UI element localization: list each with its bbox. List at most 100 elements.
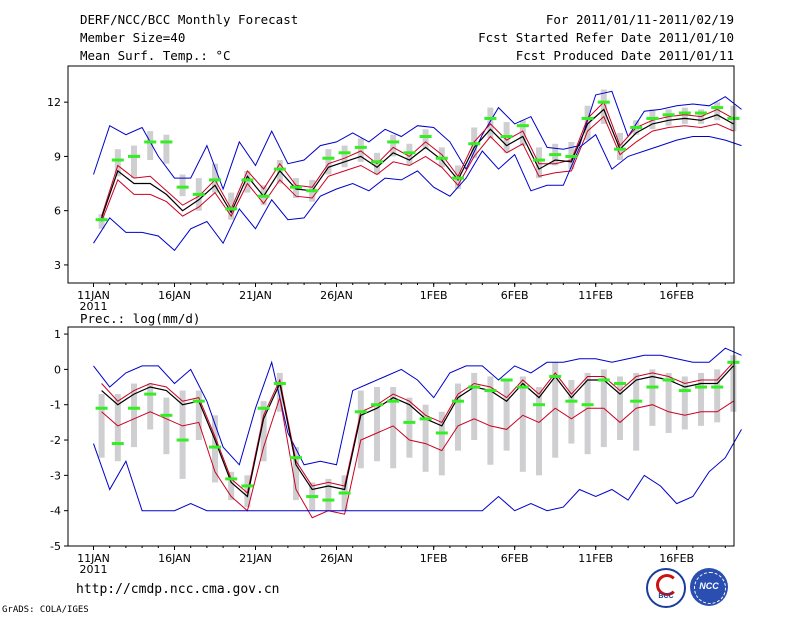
temp-spread-box <box>228 192 235 220</box>
header-variable-temp: Mean Surf. Temp.: °C <box>80 48 231 63</box>
temp-ytick-label: 6 <box>54 205 61 218</box>
prec-spread-box <box>584 372 591 455</box>
header-period: For 2011/01/11-2011/02/19 <box>545 12 734 27</box>
temp-spread-box <box>163 134 170 164</box>
prec-xtick-label: 16FEB <box>659 552 694 565</box>
temp-xtick-label: 16FEB <box>659 289 694 302</box>
temp-series-max <box>93 90 742 191</box>
prec-spread-box <box>471 372 478 441</box>
prec-spread-box <box>131 383 137 448</box>
prec-xtick-label: 6FEB <box>501 552 529 565</box>
prec-xtick-label: 1FEB <box>420 552 448 565</box>
prec-spread-box <box>293 447 299 501</box>
temp-spread-box <box>212 163 218 193</box>
prec-spread-box <box>163 397 170 455</box>
temp-spread-box <box>357 138 364 162</box>
prec-spread-box <box>195 390 202 441</box>
temp-spread-box <box>406 143 413 166</box>
temp-spread-box <box>341 145 348 168</box>
prec-xtick-label: 11FEB <box>578 552 613 565</box>
prec-ytick-label: -2 <box>50 434 61 447</box>
header-title: DERF/NCC/BCC Monthly Forecast <box>80 12 299 27</box>
prec-spread-box <box>714 369 721 423</box>
ncc-logo: NCC <box>690 568 728 606</box>
header-member-size: Member Size=40 <box>80 30 186 45</box>
prec-series-max <box>93 347 742 466</box>
prec-spread-box <box>147 383 154 430</box>
prec-ytick-label: -1 <box>50 399 61 412</box>
temp-spread-box <box>390 134 397 157</box>
temp-xtick-label: 26JAN <box>320 289 353 302</box>
temp-spread-box <box>584 105 591 141</box>
prec-xtick-label: 11JAN <box>77 552 110 565</box>
prec-spread-box <box>406 397 413 458</box>
prec-spread-box <box>698 372 704 426</box>
temp-xtick-label: 1FEB <box>420 289 448 302</box>
prec-spread-box <box>179 390 186 479</box>
prec-ytick-label: -3 <box>50 469 61 482</box>
prec-spread-box <box>228 471 235 501</box>
prec-panel: -5 -4 -3 -2 -1 0 1 11JAN 16JAN 21JAN 26JAN 1FEB 6FEB… <box>50 326 742 576</box>
prec-xtick-year: 2011 <box>80 563 108 576</box>
temp-series-min <box>93 133 742 252</box>
temp-spread-box <box>617 132 623 161</box>
prec-spread-box <box>730 355 737 412</box>
prec-spread-box <box>617 376 623 441</box>
temp-spread-box <box>422 129 429 150</box>
header-produced-date: Fcst Produced Date 2011/01/11 <box>515 48 734 63</box>
temp-spread-box <box>325 149 332 175</box>
prec-spread-box <box>390 387 397 469</box>
bcc-logo-swirl <box>656 574 678 596</box>
prec-series-upper <box>101 361 734 494</box>
prec-spread-box <box>374 387 380 462</box>
prec-xtick-label: 16JAN <box>158 552 191 565</box>
prec-xtick-label: 21JAN <box>239 552 272 565</box>
header-start-date: Fcst Started Refer Date 2011/01/10 <box>478 30 734 45</box>
temp-spread-box <box>714 102 721 121</box>
temp-spread-box <box>519 120 526 146</box>
prec-ytick-label: 1 <box>54 328 61 341</box>
temp-spread-box <box>98 214 105 229</box>
ncc-logo-ring <box>694 572 726 604</box>
prec-ytick-label: 0 <box>54 363 61 376</box>
temp-xtick-year: 2011 <box>80 300 108 313</box>
temp-spread-box <box>665 109 672 126</box>
prec-ytick-label: -4 <box>50 505 61 518</box>
prec-spread-box <box>633 372 640 451</box>
temp-xtick-label: 6FEB <box>501 289 529 302</box>
temp-ytick-label: 3 <box>54 259 61 272</box>
footer-url[interactable]: http://cmdp.ncc.cma.gov.cn <box>76 582 280 597</box>
prec-spread-box <box>357 390 364 469</box>
prec-spread-box <box>98 394 105 458</box>
prec-spread-box <box>681 376 688 430</box>
ncc-logo-text: NCC <box>699 581 719 591</box>
temp-spread-box <box>600 89 607 124</box>
prec-spread-box <box>568 379 575 444</box>
prec-spread-box <box>455 383 461 451</box>
temp-spread-box <box>114 149 121 177</box>
prec-spread-box <box>260 401 267 462</box>
prec-spread-box <box>487 376 494 465</box>
prec-spread-box <box>422 404 429 472</box>
temp-spread-box <box>147 131 154 161</box>
temp-series-upper <box>101 101 734 217</box>
temp-xtick-label: 11FEB <box>578 289 613 302</box>
prec-spread-box <box>325 478 332 511</box>
prec-ytick-label: -5 <box>50 540 61 553</box>
prec-series-lower <box>101 397 734 519</box>
bcc-logo: BCC <box>646 568 686 608</box>
temp-spread-box <box>244 170 251 193</box>
prec-spread-box <box>665 372 672 433</box>
prec-spread-box <box>503 379 510 451</box>
temp-panel: 3 6 9 12 11JAN 16JAN 21JAN 26JAN 1FEB 6FEB 11FEB 16… <box>47 65 742 313</box>
prec-spread-box <box>276 372 283 412</box>
temp-ytick-label: 12 <box>47 96 61 109</box>
temp-xtick-label: 21JAN <box>239 289 272 302</box>
prec-xtick-label: 26JAN <box>320 552 353 565</box>
temp-series-mean <box>101 108 734 219</box>
precip-title: Prec.: log(mm/d) <box>80 311 201 326</box>
prec-spread-box <box>212 415 218 483</box>
prec-series-mean <box>101 365 734 498</box>
temp-ytick-label: 9 <box>54 150 61 163</box>
